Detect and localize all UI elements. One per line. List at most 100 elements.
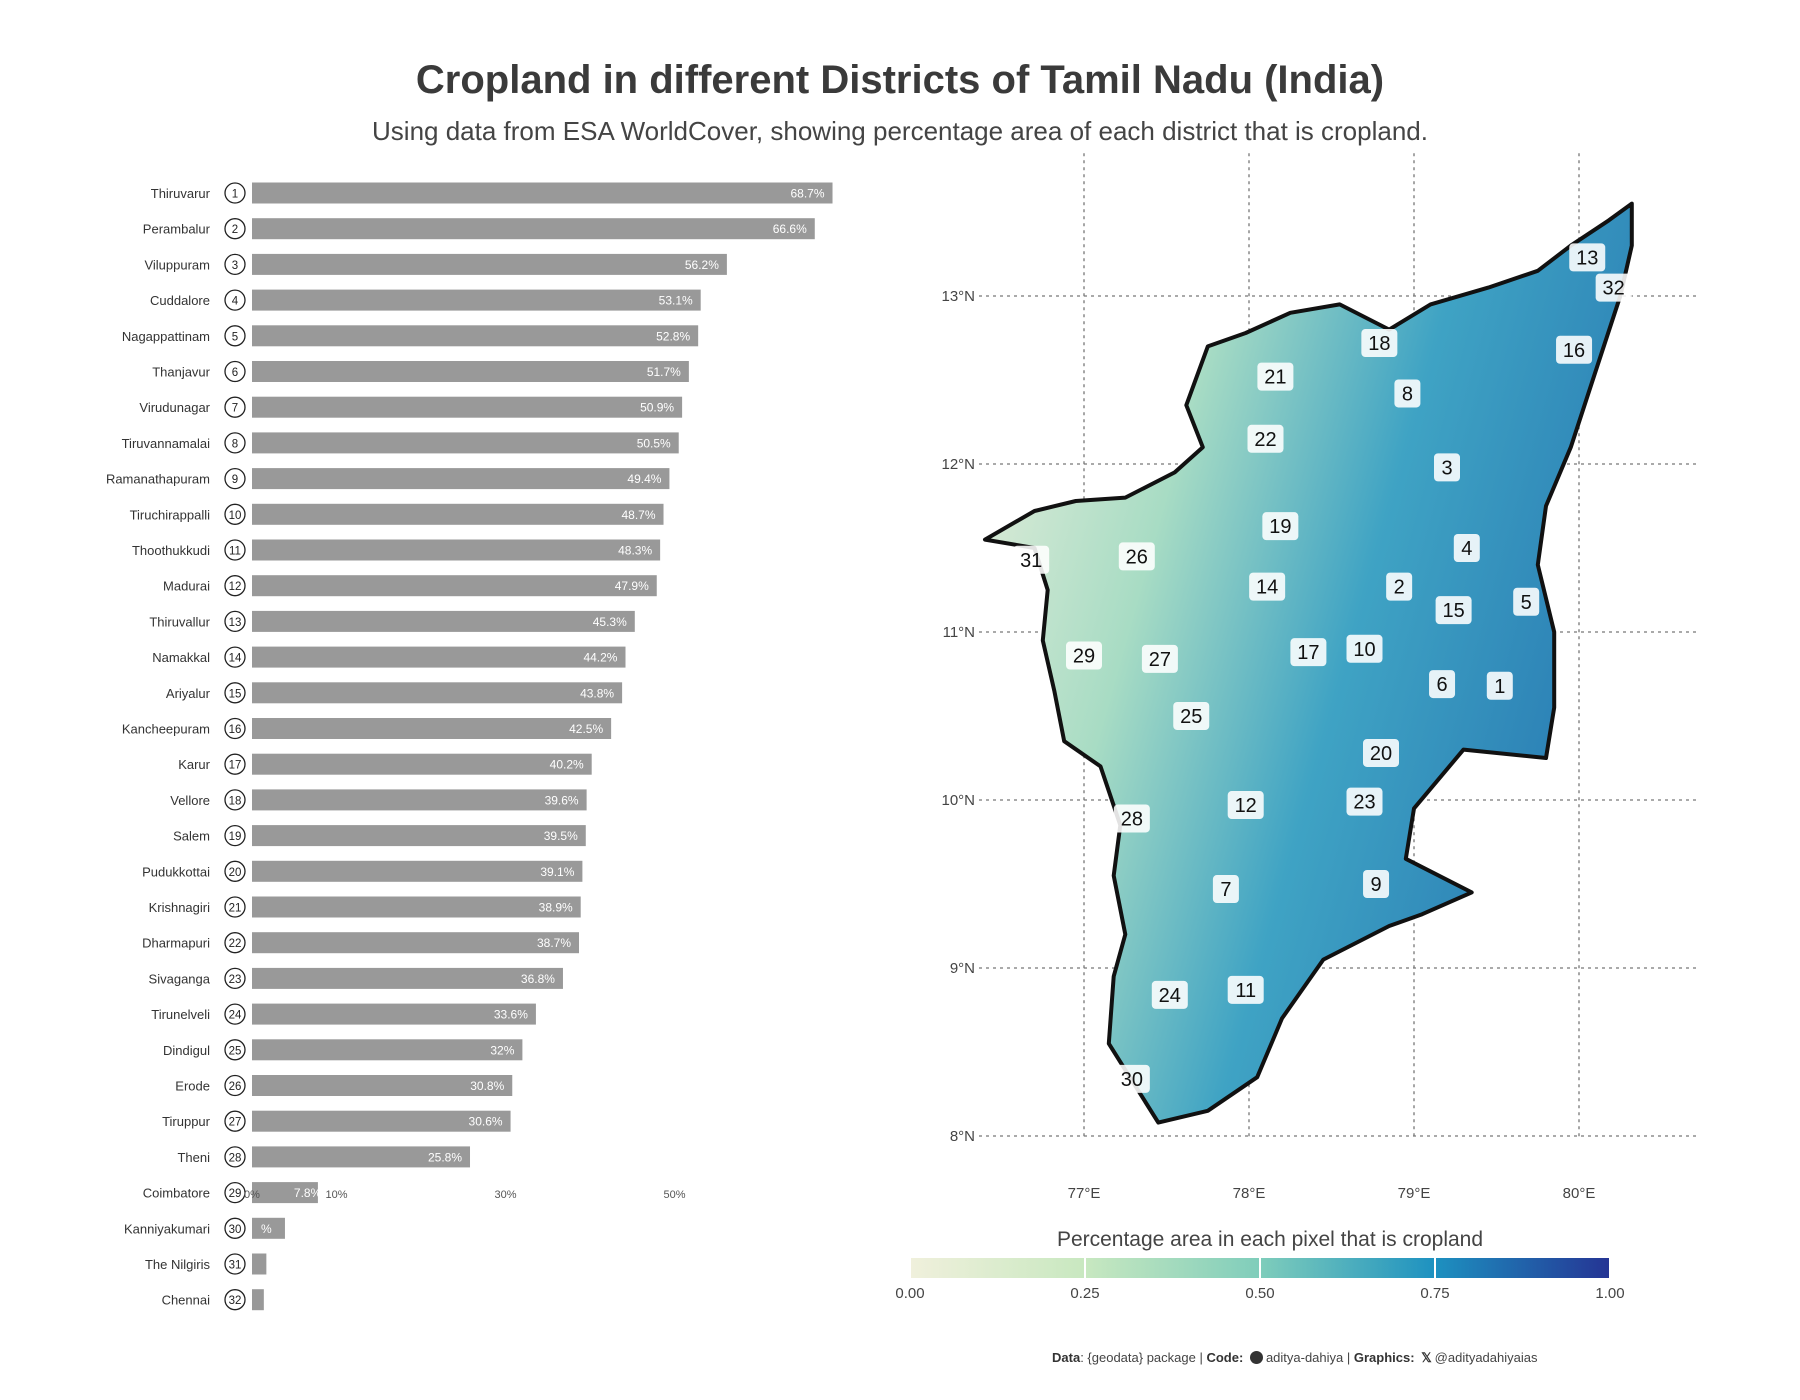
district-label-box [1113,1064,1150,1093]
map-axis-labels: 77°E 78°E 79°E 80°E 13°N 12°N 11°N 10°N 9°N 8°N [941,288,1595,1202]
bar-chart: Thiruvarur 1 68.7% Perambalur 2 66.6% Viluppur… [106,182,833,1311]
district-label: 25 [1180,706,1202,728]
rank-label: 6 [232,367,238,379]
rank-badge [224,896,246,918]
bar [252,539,661,561]
category-label: Karur [178,757,210,772]
caption-code-handle[interactable]: aditya-dahiya [1265,1350,1344,1365]
value-label: 50.5% [637,436,671,450]
value-label: 39.1% [540,865,574,879]
value-label: 48.3% [618,544,652,558]
value-label: % [261,1222,272,1236]
category-label: Thiruvallur [149,614,210,629]
bar [252,682,623,704]
colorbar-tick-label: 0.25 [1070,1285,1099,1302]
rank-badge [224,646,246,668]
bar [252,825,586,847]
caption: Data: {geodata} package | Code: aditya-d… [1052,1350,1538,1366]
x-tick-label: 10% [325,1189,347,1201]
district-labels: 1234567891011121314151617181920212223242… [1013,243,1632,1093]
district-label-box [1290,638,1327,667]
value-label: 45.3% [593,615,627,629]
district-label: 14 [1256,577,1278,599]
category-label: Krishnagiri [149,900,211,915]
rank-badge [224,1039,246,1061]
rank-badge [224,789,246,811]
bar [252,325,699,347]
bar [252,253,727,275]
bar [252,1075,513,1096]
rank-label: 31 [229,1260,242,1272]
rank-badge [224,1181,246,1204]
lon-tick-label: 78°E [1233,1185,1266,1202]
district-label-box [1435,596,1472,625]
chart-title: Cropland in different Districts of Tamil… [415,58,1385,102]
rank-label: 4 [232,296,239,308]
category-label: Sivaganga [149,971,211,986]
district-label-box [1429,670,1456,699]
rank-badge [224,1253,246,1275]
district-label-box [1212,875,1239,904]
bar [252,610,635,632]
lat-tick-label: 12°N [941,456,975,473]
rank-badge [224,932,246,954]
value-label: 30.6% [469,1115,503,1129]
value-label: 68.7% [790,187,824,201]
category-label: Theni [177,1150,210,1165]
rank-label: 18 [229,795,242,807]
category-label: Viluppuram [144,257,210,272]
value-label: 38.9% [539,901,573,915]
bar [252,1039,523,1061]
colorbar-tick-label: 0.50 [1245,1285,1274,1302]
district-label: 6 [1436,674,1447,696]
district-label-box [1151,980,1188,1009]
bar [252,182,833,204]
district-label-box [1262,512,1299,541]
value-label: 36.8% [521,972,555,986]
colorbar: 0.00 0.25 0.50 0.75 1.00 [895,1258,1625,1302]
rank-badge [224,218,246,240]
rank-badge [224,575,246,597]
district-label: 21 [1264,367,1286,389]
rank-badge [224,182,246,204]
rank-badge [224,1289,246,1311]
district-label: 17 [1297,642,1319,664]
rank-badge [224,1146,246,1168]
rank-label: 28 [229,1152,242,1164]
district-label: 20 [1370,743,1392,765]
category-label: Kanniyakumari [124,1221,210,1236]
lon-tick-label: 79°E [1398,1185,1431,1202]
district-label-box [1173,702,1210,730]
caption-graphics-label: Graphics: [1353,1350,1415,1365]
colorbar-tick-label: 0.75 [1420,1285,1449,1302]
category-label: Thiruvarur [151,186,211,201]
bar [252,860,583,882]
lat-tick-label: 8°N [950,1128,975,1145]
district-label-box [1595,273,1632,302]
caption-graphics-handle[interactable]: @adityadahiyaias [1434,1350,1538,1365]
x-tick-label: 50% [663,1189,685,1201]
bar [252,396,683,418]
district-label: 11 [1235,980,1256,1002]
district-label: 15 [1442,600,1464,622]
category-label: Dharmapuri [142,936,210,951]
bar [252,789,587,811]
rank-badge [224,1074,246,1097]
value-label: 32% [490,1043,514,1057]
rank-label: 27 [229,1117,242,1129]
rank-badge [224,753,246,775]
category-label: Madurai [163,579,210,594]
bar [252,646,626,668]
rank-label: 3 [232,260,238,272]
value-label: 44.2% [583,651,617,665]
district-label: 13 [1576,247,1598,269]
rank-badge [224,253,246,276]
category-label: Perambalur [143,222,211,237]
category-label: Tiruvannamalai [122,436,211,451]
rank-badge [224,325,246,347]
caption-separator: | [1343,1350,1354,1365]
district-label-box [1394,379,1421,408]
caption-code-label: Code: [1206,1350,1244,1365]
rank-badge [224,432,246,454]
category-label: Coimbatore [143,1186,210,1201]
